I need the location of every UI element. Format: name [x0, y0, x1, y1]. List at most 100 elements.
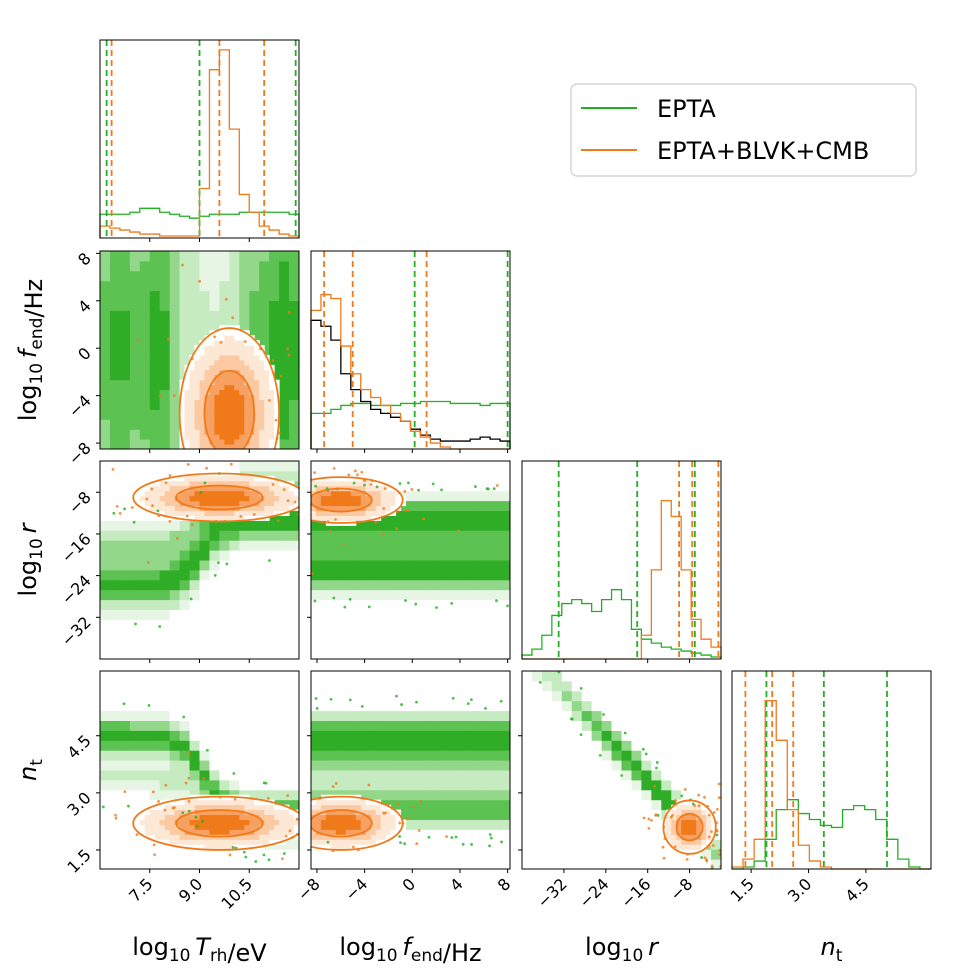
density-cell-green — [229, 520, 240, 531]
density-cell-green — [320, 560, 332, 571]
density-cell-orange — [194, 369, 200, 376]
density-cell-orange — [204, 340, 210, 346]
density-cell-green — [249, 540, 260, 551]
density-cell-green — [159, 770, 171, 781]
sample-point-green — [182, 715, 186, 719]
density-cell-orange — [194, 804, 200, 811]
density-cell-orange — [269, 480, 275, 487]
density-cell-green — [100, 690, 111, 702]
density-cell-green — [330, 579, 342, 591]
density-cell-green — [500, 569, 510, 581]
density-cell-orange — [224, 829, 230, 835]
density-cell-green — [490, 829, 501, 840]
density-cell-orange — [194, 829, 200, 835]
density-cell-orange — [269, 444, 275, 449]
density-cell-orange — [279, 505, 285, 511]
density-cell-green — [490, 720, 501, 731]
density-cell-green — [440, 599, 451, 610]
density-cell-green — [100, 399, 111, 410]
density-cell-green — [360, 690, 372, 702]
density-cell-orange — [395, 819, 402, 825]
density-cell-orange — [189, 384, 196, 391]
density-cell-orange — [134, 824, 141, 830]
density-cell-green — [129, 369, 141, 381]
density-cell-green — [581, 849, 593, 860]
density-cell-green — [490, 520, 501, 531]
panel-frame — [521, 460, 722, 660]
density-cell-green — [380, 760, 392, 771]
density-cell-orange — [350, 510, 357, 516]
density-cell-green — [330, 720, 342, 731]
density-cell-green — [259, 700, 270, 712]
density-cell-orange — [184, 444, 191, 449]
density-cell-green — [149, 330, 161, 341]
density-cell-orange — [219, 824, 225, 830]
density-cell-green — [370, 649, 382, 659]
density-cell-orange — [194, 429, 200, 435]
density-cell-green — [611, 819, 622, 830]
density-cell-orange — [375, 819, 382, 825]
sample-point-green — [435, 606, 438, 609]
density-cell-green — [330, 569, 342, 581]
density-cell-green — [541, 770, 553, 781]
density-cell-green — [109, 760, 121, 771]
density-cell-green — [189, 461, 200, 472]
density-cell-orange — [244, 500, 250, 507]
density-cell-green — [531, 690, 543, 702]
density-cell-orange — [239, 350, 245, 356]
density-cell-orange — [209, 374, 215, 381]
density-cell-green — [400, 849, 411, 860]
density-cell-orange — [184, 844, 191, 850]
sample-point-green — [489, 836, 493, 840]
density-cell-orange — [264, 404, 270, 410]
density-cell-orange — [199, 480, 205, 487]
sample-point-orange — [279, 374, 283, 378]
density-cell-green — [681, 750, 692, 761]
density-cell-green — [119, 740, 131, 751]
density-cell-orange — [149, 814, 156, 820]
density-cell-orange — [189, 799, 196, 806]
density-cell-green — [621, 770, 632, 781]
density-cell-orange — [209, 505, 215, 511]
density-cell-green — [259, 270, 270, 282]
density-cell-green — [531, 710, 543, 721]
density-cell-orange — [219, 439, 225, 445]
density-cell-green — [420, 589, 431, 601]
sample-point-orange — [712, 810, 716, 814]
density-cell-green — [450, 510, 461, 521]
density-cell-orange — [194, 515, 200, 521]
density-cell-green — [129, 530, 141, 541]
density-cell-orange — [345, 515, 352, 521]
density-cell-green — [100, 280, 111, 292]
density-cell-orange — [264, 480, 270, 487]
density-cell-green — [109, 730, 121, 741]
density-cell-green — [279, 700, 290, 712]
density-cell-green — [440, 680, 451, 692]
density-cell-orange — [345, 814, 352, 820]
density-cell-orange — [179, 475, 186, 482]
density-cell-green — [169, 300, 181, 311]
density-cell-orange — [204, 345, 210, 351]
density-cell-green — [159, 530, 171, 541]
density-cell-green — [400, 530, 411, 541]
density-cell-green — [380, 720, 392, 731]
density-cell-green — [390, 760, 402, 771]
density-cell-green — [289, 730, 299, 741]
density-cell-green — [470, 700, 481, 712]
density-cell-orange — [711, 824, 717, 830]
density-cell-orange — [315, 824, 322, 830]
density-cell-orange — [311, 515, 317, 521]
density-cell-green — [440, 819, 451, 830]
density-cell-orange — [676, 804, 682, 811]
density-cell-green — [370, 859, 382, 869]
density-cell-orange — [174, 804, 181, 811]
density-cell-orange — [184, 510, 191, 516]
density-cell-orange — [279, 500, 285, 507]
density-cell-green — [390, 470, 402, 482]
density-cell-green — [279, 750, 290, 761]
density-cell-green — [139, 730, 151, 741]
density-cell-orange — [234, 389, 240, 396]
density-cell-green — [661, 789, 672, 801]
density-cell-green — [701, 789, 712, 801]
density-cell-orange — [149, 495, 156, 502]
